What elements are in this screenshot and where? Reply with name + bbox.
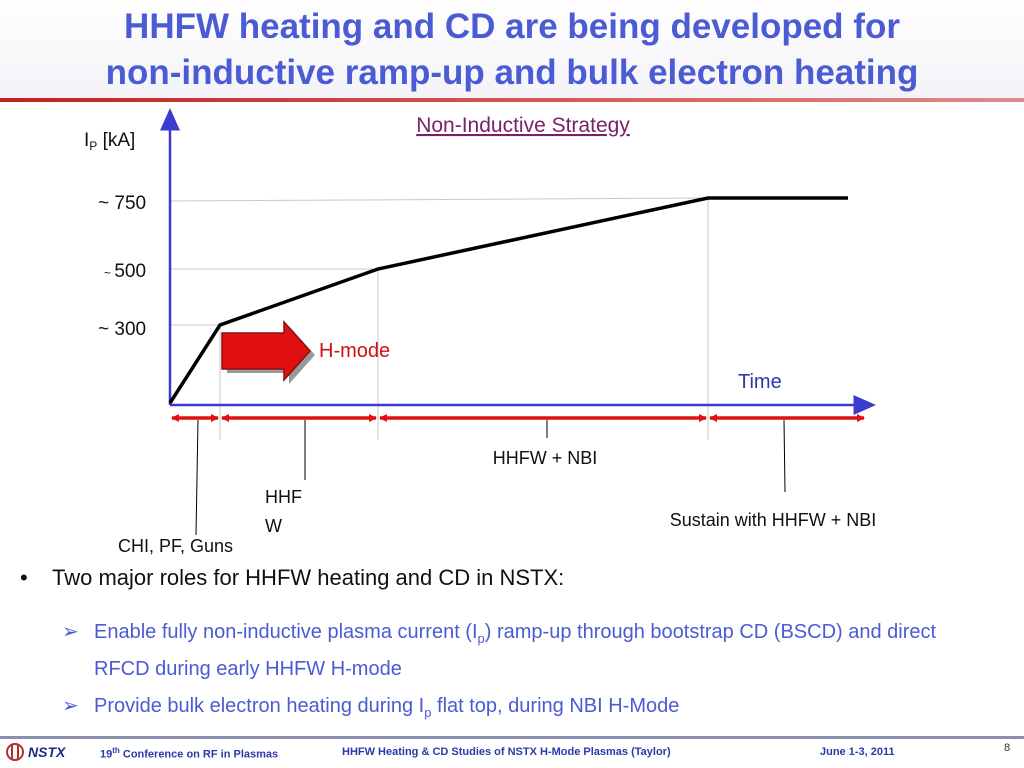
bullet-main-text: Two major roles for HHFW heating and CD … xyxy=(52,565,565,590)
sub-bullet-1-text: Enable fully non-inductive plasma curren… xyxy=(94,621,937,680)
gridline-750 xyxy=(169,197,709,202)
strategy-chart: Non-Inductive Strategy IP [kA] ~ 750 ~ 5… xyxy=(84,108,877,556)
chart-subtitle: Non-Inductive Strategy xyxy=(416,114,630,137)
y-tick-300: ~ 300 xyxy=(98,319,146,340)
phase-label-sustain: Sustain with HHFW + NBI xyxy=(670,510,877,530)
footer-date: June 1-3, 2011 xyxy=(820,746,895,758)
nstx-logo: NSTX xyxy=(4,742,80,764)
slide-title-line-1: HHFW heating and CD are being developed … xyxy=(124,7,900,46)
y-tick-750: ~ 750 xyxy=(98,193,146,214)
leader-chi xyxy=(195,419,199,536)
title-divider xyxy=(0,98,1024,102)
slide-footer: NSTX 19th Conference on RF in Plasmas HH… xyxy=(0,736,1024,768)
footer-talk-title: HHFW Heating & CD Studies of NSTX H-Mode… xyxy=(342,746,671,758)
footer-conference: 19th Conference on RF in Plasmas xyxy=(100,746,279,761)
page-number: 8 xyxy=(1004,742,1011,754)
slide-title-line-2: non-inductive ramp-up and bulk electron … xyxy=(105,53,919,92)
y-axis-label: IP [kA] xyxy=(84,130,135,153)
hmode-arrow xyxy=(221,320,312,382)
sub-bullet-arrow-icon: ➢ xyxy=(62,621,79,643)
phase-label-hhfw-1: HHF xyxy=(265,487,302,507)
slide-title: HHFW heating and CD are being developed … xyxy=(0,4,1024,96)
nstx-logo-text: NSTX xyxy=(28,744,66,760)
phase-label-chi: CHI, PF, Guns xyxy=(118,536,233,556)
leader-sustain xyxy=(783,419,786,493)
bullet-dot: • xyxy=(20,565,28,590)
sub-bullet-2-text: Provide bulk electron heating during Ip … xyxy=(94,695,680,720)
y-tick-500: ~ 500 xyxy=(104,261,146,282)
title-background xyxy=(0,0,1024,98)
ip-curve xyxy=(168,196,848,404)
footer-divider xyxy=(0,736,1024,739)
sub-bullet-arrow-icon: ➢ xyxy=(62,695,79,717)
phase-label-hhfw-nbi: HHFW + NBI xyxy=(493,448,598,468)
hmode-label: H-mode xyxy=(319,340,390,362)
x-axis-label: Time xyxy=(738,371,782,393)
phase-label-hhfw-2: W xyxy=(265,516,282,536)
